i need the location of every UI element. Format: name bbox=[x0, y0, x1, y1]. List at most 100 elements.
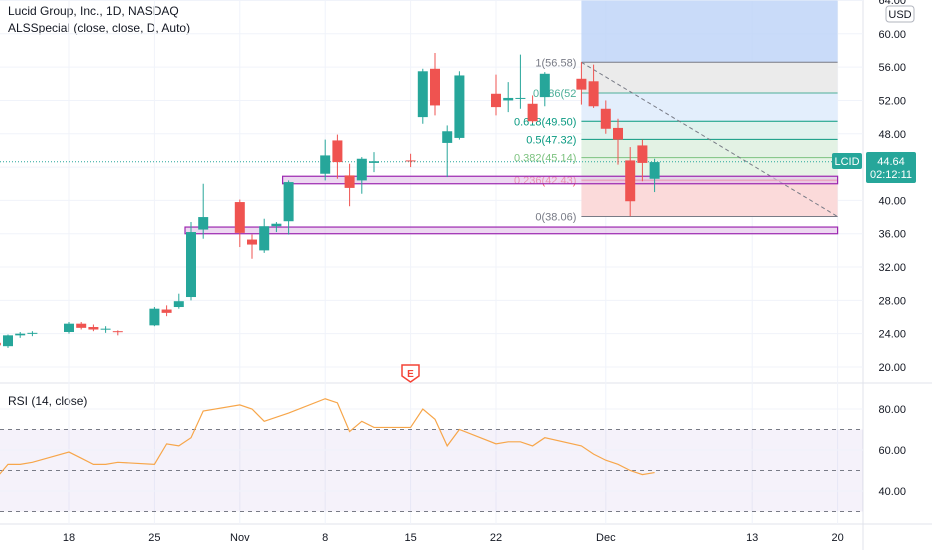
fib-level-label: 0.5(47.32) bbox=[526, 134, 576, 146]
candle[interactable] bbox=[112, 330, 123, 336]
candle[interactable] bbox=[600, 100, 611, 134]
time-axis-label: 18 bbox=[63, 532, 75, 544]
candle[interactable] bbox=[344, 163, 355, 207]
candle[interactable] bbox=[198, 183, 209, 239]
candle-body bbox=[527, 103, 538, 122]
candle-body bbox=[576, 78, 587, 90]
candle-body bbox=[491, 93, 501, 108]
fib-band bbox=[581, 62, 838, 93]
candle[interactable] bbox=[369, 152, 379, 173]
rsi-line bbox=[0, 398, 655, 476]
currency-button[interactable]: USD bbox=[885, 5, 915, 23]
candle[interactable] bbox=[161, 305, 172, 317]
fib-band bbox=[581, 180, 838, 217]
candle[interactable] bbox=[3, 334, 13, 348]
fib-level-label: 0.618(49.50) bbox=[514, 116, 576, 128]
fib-band bbox=[581, 157, 838, 181]
candle[interactable] bbox=[503, 82, 514, 113]
candle[interactable] bbox=[64, 322, 74, 334]
price-axis-label: 60.00 bbox=[878, 29, 906, 41]
candle-body bbox=[417, 71, 428, 118]
candle[interactable] bbox=[539, 72, 550, 107]
candle[interactable] bbox=[149, 307, 160, 327]
candle[interactable] bbox=[405, 153, 416, 168]
candle[interactable] bbox=[625, 147, 636, 217]
fib-level-label: 0.786(52 bbox=[533, 88, 576, 100]
candle[interactable] bbox=[515, 54, 526, 109]
candle-body bbox=[186, 232, 196, 298]
price-axis-label: 40.00 bbox=[878, 195, 906, 207]
last-price-badge: LCID 44.64 02:12:11 bbox=[832, 152, 916, 183]
time-axis-label: 22 bbox=[490, 532, 502, 544]
candle[interactable] bbox=[454, 71, 465, 140]
candle-body bbox=[112, 331, 123, 333]
candle[interactable] bbox=[15, 332, 26, 338]
rsi-axis-label: 80.00 bbox=[878, 404, 906, 416]
candle[interactable] bbox=[417, 68, 428, 124]
price-axis-label: 28.00 bbox=[878, 295, 906, 307]
earnings-marker[interactable]: E bbox=[401, 364, 420, 383]
earnings-letter: E bbox=[407, 369, 414, 380]
candle[interactable] bbox=[356, 157, 367, 194]
fib-band bbox=[581, 92, 838, 122]
candle-body bbox=[430, 68, 440, 106]
rsi-legend[interactable]: RSI (14, close) bbox=[8, 394, 88, 408]
price-axis-label: 20.00 bbox=[878, 362, 906, 374]
candle-body bbox=[15, 333, 26, 336]
candle-body bbox=[637, 145, 648, 163]
candle[interactable] bbox=[320, 139, 331, 181]
fib-target-zone bbox=[581, 0, 838, 63]
candle[interactable] bbox=[637, 139, 648, 182]
time-axis-label: Dec bbox=[596, 532, 616, 544]
candle[interactable] bbox=[100, 326, 111, 333]
countdown-timer: 02:12:11 bbox=[870, 169, 912, 181]
candle-body bbox=[88, 327, 99, 330]
symbol-legend[interactable]: Lucid Group, Inc., 1D, NASDAQ bbox=[8, 4, 179, 18]
candle[interactable] bbox=[430, 52, 440, 116]
candle-body bbox=[3, 335, 13, 347]
candle[interactable] bbox=[186, 222, 196, 301]
candle[interactable] bbox=[332, 134, 343, 179]
candle-body bbox=[442, 131, 453, 143]
candle[interactable] bbox=[271, 222, 282, 233]
support-zone[interactable] bbox=[184, 226, 839, 235]
candle[interactable] bbox=[442, 125, 453, 178]
time-axis-label: 15 bbox=[404, 532, 416, 544]
candle[interactable] bbox=[88, 324, 99, 332]
candle-body bbox=[173, 301, 184, 308]
candle[interactable] bbox=[0, 340, 1, 347]
candle[interactable] bbox=[76, 322, 87, 330]
price-axis-label: 24.00 bbox=[878, 329, 906, 341]
fib-level-label: 1(56.58) bbox=[535, 57, 576, 69]
candle-body bbox=[271, 223, 282, 227]
candle[interactable] bbox=[27, 331, 38, 337]
candle-body bbox=[100, 328, 111, 330]
candle[interactable] bbox=[283, 180, 294, 235]
candle-body bbox=[613, 127, 623, 140]
candle[interactable] bbox=[649, 158, 660, 193]
candle[interactable] bbox=[527, 95, 538, 123]
candle-body bbox=[405, 160, 416, 162]
candle-body bbox=[625, 160, 636, 202]
candle[interactable] bbox=[259, 218, 270, 253]
time-axis-label: 8 bbox=[322, 532, 328, 544]
candle[interactable] bbox=[588, 64, 599, 108]
fib-level-label: 0.382(45.14) bbox=[514, 153, 576, 165]
study-legend[interactable]: ALSSpecial (close, close, D, Auto) bbox=[8, 21, 191, 35]
candle-body bbox=[344, 175, 355, 188]
rsi-axis-label: 40.00 bbox=[878, 486, 906, 498]
candle[interactable] bbox=[234, 199, 245, 248]
price-axis-label: 36.00 bbox=[878, 229, 906, 241]
support-zone[interactable] bbox=[282, 175, 839, 185]
candle-body bbox=[454, 75, 465, 138]
candle[interactable] bbox=[173, 293, 184, 309]
candle-body bbox=[76, 323, 87, 328]
candle[interactable] bbox=[491, 74, 501, 116]
price-axis-label: 32.00 bbox=[878, 262, 906, 274]
last-price-value: 44.64 bbox=[877, 156, 905, 168]
candle[interactable] bbox=[576, 62, 587, 105]
candle[interactable] bbox=[247, 234, 257, 259]
candle[interactable] bbox=[613, 118, 623, 165]
time-axis-label: 20 bbox=[831, 532, 843, 544]
